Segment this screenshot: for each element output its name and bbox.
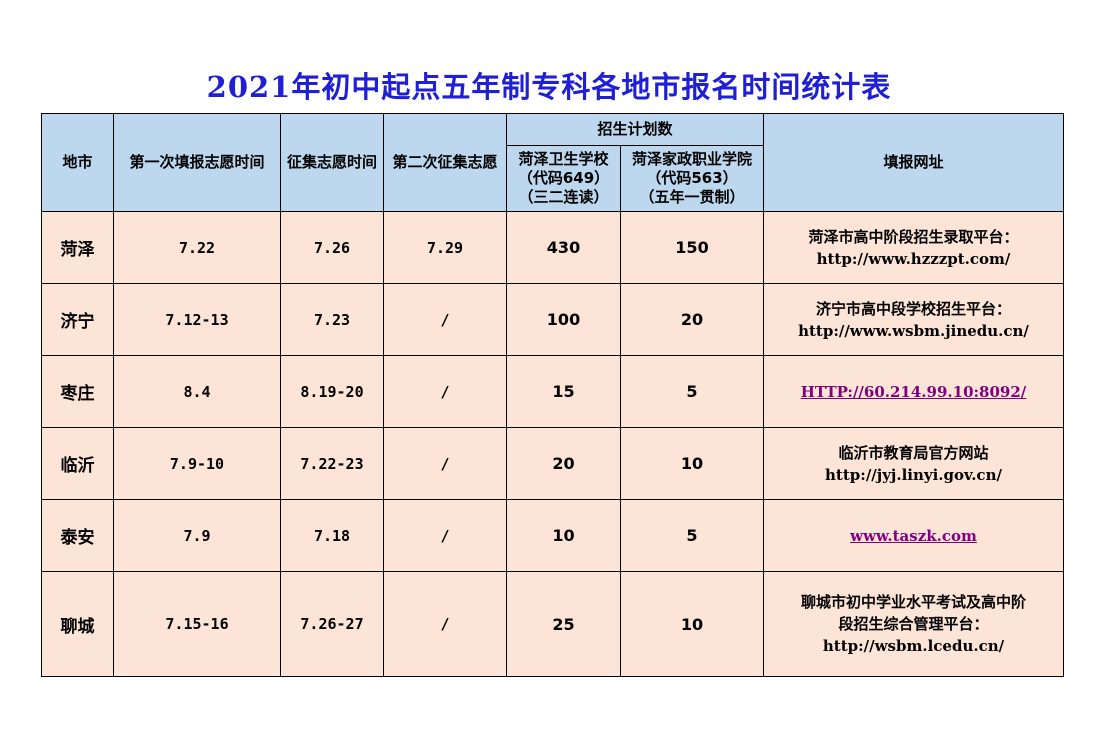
school1-code: （代码649） (517, 169, 610, 187)
city-cell: 聊城 (41, 571, 114, 677)
school2-plan-cell: 10 (620, 571, 764, 677)
school2-plan-cell: 5 (620, 499, 764, 572)
school1-plan-cell: 100 (506, 283, 621, 356)
url-cell: HTTP://60.214.99.10:8092/ (763, 355, 1064, 428)
collect-time-cell: 7.26 (280, 211, 384, 284)
url-cell: 聊城市初中学业水平考试及高中阶 段招生综合管理平台： http://wsbm.lce… (763, 571, 1064, 677)
second-collect-cell: / (383, 499, 507, 572)
header-url: 填报网址 (763, 113, 1064, 212)
table-row: 菏泽 7.22 7.26 7.29 430 150 菏泽市高中阶段招生录取平台： http:/… (41, 211, 1064, 284)
table-row: 泰安 7.9 7.18/10 5 www.taszk.com (41, 499, 1064, 572)
city-cell: 枣庄 (41, 355, 114, 428)
school1-plan-cell: 20 (506, 427, 621, 500)
platform-name: 济宁市高中段学校招生平台： (815, 299, 1011, 318)
school2-name: 菏泽家政职业学院 (631, 150, 752, 168)
first-time-cell: 7.9 (113, 499, 281, 572)
url-link[interactable]: www.taszk.com (850, 526, 977, 545)
table-row: 聊城 7.15-16 7.26-27/25 10 聊城市初中学业水平考试及高中阶 段招生综… (41, 571, 1064, 677)
school2-plan-cell: 20 (620, 283, 764, 356)
platform-name: 段招生综合管理平台： (838, 615, 989, 633)
school1-type: （三二连读） (518, 188, 609, 206)
collect-time-cell: 7.26-27 (280, 571, 384, 677)
collect-time-cell: 8.19-20 (280, 355, 384, 428)
collect-time-cell: 7.18 (280, 499, 384, 572)
page-title: 2021年初中起点五年制专科各地市报名时间统计表 (206, 70, 892, 104)
first-time-cell: 7.22 (113, 211, 281, 284)
header-first-time: 第一次填报志愿时间 (113, 113, 281, 212)
school1-plan-cell: 10 (506, 499, 621, 572)
url-cell: 济宁市高中段学校招生平台： http://www.wsbm.jinedu.cn/ (763, 283, 1064, 356)
first-time-cell: 7.12-13 (113, 283, 281, 356)
school2-type: （五年一贯制） (639, 188, 745, 206)
url-cell: 临沂市教育局官方网站 http://jyj.linyi.gov.cn/ (763, 427, 1064, 500)
url-cell: www.taszk.com (763, 499, 1064, 572)
school1-name: 菏泽卫生学校 (518, 150, 609, 168)
second-collect-cell: / (383, 571, 507, 677)
header-second-collect: 第二次征集志愿 (383, 113, 507, 212)
platform-name: 菏泽市高中阶段招生录取平台： (808, 227, 1019, 246)
table-row: 临沂 7.9-10 7.22-23/20 10 临沂市教育局官方网站 http://jyj… (41, 427, 1064, 500)
city-cell: 泰安 (41, 499, 114, 572)
url-text: http://wsbm.lcedu.cn/ (822, 637, 1005, 655)
second-collect-cell: / (383, 355, 507, 428)
header-city: 地市 (41, 113, 114, 212)
school2-code: （代码563） (646, 169, 738, 187)
collect-time-cell: 7.23 (280, 283, 384, 356)
table-row: 济宁 7.12-13 7.23/100 20 济宁市高中段学校招生平台： http://w… (41, 283, 1064, 356)
collect-time-cell: 7.22-23 (280, 427, 384, 500)
registration-table: 地市 第一次填报志愿时间 征集志愿时间 第二次征集志愿 招生计划数 填报网址 菏… (41, 113, 1064, 677)
school2-plan-cell: 5 (620, 355, 764, 428)
school2-plan-cell: 150 (620, 211, 764, 284)
header-plan: 招生计划数 (506, 113, 764, 146)
header-school2: 菏泽家政职业学院 （代码563） （五年一贯制） (620, 145, 764, 212)
first-time-cell: 8.4 (113, 355, 281, 428)
second-collect-cell: 7.29 (383, 211, 507, 284)
url-text: http://www.hzzzpt.com/ (816, 249, 1011, 268)
header-school1: 菏泽卫生学校 （代码649） （三二连读） (506, 145, 621, 212)
school1-plan-cell: 430 (506, 211, 621, 284)
second-collect-cell: / (383, 283, 507, 356)
school1-plan-cell: 25 (506, 571, 621, 677)
url-text: http://www.wsbm.jinedu.cn/ (798, 321, 1029, 340)
platform-name: 临沂市教育局官方网站 (838, 443, 989, 462)
platform-name: 聊城市初中学业水平考试及高中阶 (800, 593, 1026, 611)
url-cell: 菏泽市高中阶段招生录取平台： http://www.hzzzpt.com/ (763, 211, 1064, 284)
first-time-cell: 7.9-10 (113, 427, 281, 500)
school2-plan-cell: 10 (620, 427, 764, 500)
school1-plan-cell: 15 (506, 355, 621, 428)
url-link[interactable]: HTTP://60.214.99.10:8092/ (800, 382, 1027, 401)
first-time-cell: 7.15-16 (113, 571, 281, 677)
city-cell: 济宁 (41, 283, 114, 356)
city-cell: 临沂 (41, 427, 114, 500)
second-collect-cell: / (383, 427, 507, 500)
header-collect-time: 征集志愿时间 (280, 113, 384, 212)
city-cell: 菏泽 (41, 211, 114, 284)
table-row: 枣庄 8.4 8.19-20/15 5 HTTP://60.214.99.10:8092… (41, 355, 1064, 428)
url-text: http://jyj.linyi.gov.cn/ (825, 465, 1002, 484)
